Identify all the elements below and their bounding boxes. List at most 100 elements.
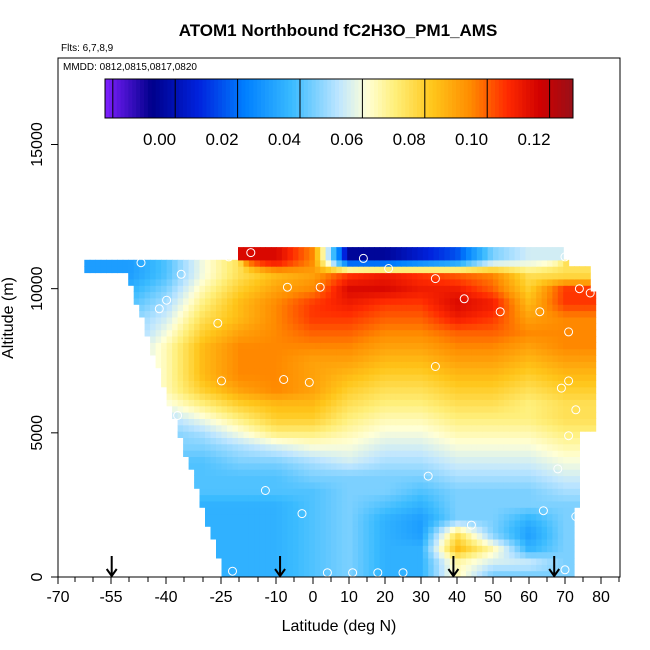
heatmap-cell xyxy=(320,247,327,254)
heatmap-cell xyxy=(525,342,532,350)
heatmap-cell xyxy=(144,259,151,267)
heatmap-cell xyxy=(232,374,239,381)
heatmap-cell xyxy=(395,393,402,400)
heatmap-cell xyxy=(292,558,299,565)
heatmap-cell xyxy=(166,291,173,299)
heatmap-cell xyxy=(358,336,364,343)
heatmap-cell xyxy=(199,285,206,293)
heatmap-cell xyxy=(232,558,239,565)
colorbar-segment xyxy=(498,79,504,118)
heatmap-cell xyxy=(281,336,288,343)
heatmap-cell xyxy=(541,278,548,286)
heatmap-cell xyxy=(183,348,190,356)
colorbar-segment xyxy=(452,79,457,118)
heatmap-cell xyxy=(379,494,386,502)
heatmap-cell xyxy=(298,323,305,331)
heatmap-cell xyxy=(232,386,239,394)
heatmap-cell xyxy=(128,266,135,274)
heatmap-cell xyxy=(216,316,223,324)
heatmap-cell xyxy=(270,399,277,407)
heatmap-cell xyxy=(557,570,564,577)
heatmap-cell xyxy=(352,532,359,540)
heatmap-cell xyxy=(238,374,245,381)
heatmap-cell xyxy=(390,475,397,483)
heatmap-cell xyxy=(139,278,146,286)
heatmap-cell xyxy=(482,507,489,515)
heatmap-cell xyxy=(374,272,381,280)
heatmap-cell xyxy=(530,393,537,400)
heatmap-cell xyxy=(530,380,537,388)
heatmap-cell xyxy=(514,336,521,343)
heatmap-cell xyxy=(476,266,483,274)
heatmap-cell xyxy=(265,399,272,407)
heatmap-cell xyxy=(238,291,245,299)
heatmap-cell xyxy=(232,532,239,540)
heatmap-cell xyxy=(287,469,294,477)
heatmap-cell xyxy=(320,355,327,362)
heatmap-cell xyxy=(412,393,418,400)
heatmap-cell xyxy=(406,329,413,337)
heatmap-cell xyxy=(439,323,445,331)
heatmap-cell xyxy=(221,462,228,470)
heatmap-cell xyxy=(552,538,559,546)
heatmap-cell xyxy=(95,259,102,267)
heatmap-cell xyxy=(194,367,201,375)
heatmap-cell xyxy=(347,316,354,324)
heatmap-cell xyxy=(188,443,195,451)
heatmap-cell xyxy=(482,418,489,426)
heatmap-cell xyxy=(379,564,386,572)
heatmap-cell xyxy=(385,475,391,483)
heatmap-cell xyxy=(216,412,223,419)
heatmap-cell xyxy=(498,361,505,369)
heatmap-cell xyxy=(541,310,548,318)
heatmap-cell xyxy=(422,431,429,438)
heatmap-cell xyxy=(314,469,321,477)
heatmap-cell xyxy=(590,355,597,362)
heatmap-cell xyxy=(210,418,217,426)
heatmap-cell xyxy=(358,304,364,312)
heatmap-cell xyxy=(172,297,179,305)
heatmap-cell xyxy=(514,316,521,324)
heatmap-cell xyxy=(281,348,288,356)
heatmap-cell xyxy=(482,361,489,369)
colorbar-segment xyxy=(292,79,297,118)
colorbar-segment xyxy=(245,79,250,118)
heatmap-cell xyxy=(232,564,239,572)
heatmap-cell xyxy=(514,266,521,274)
heatmap-cell xyxy=(133,285,140,293)
heatmap-cell xyxy=(482,386,489,394)
heatmap-cell xyxy=(568,443,575,451)
heatmap-cell xyxy=(166,329,173,337)
heatmap-cell xyxy=(563,513,570,521)
heatmap-cell xyxy=(525,386,532,394)
heatmap-cell xyxy=(401,526,408,534)
heatmap-cell xyxy=(460,437,467,445)
heatmap-cell xyxy=(503,462,510,470)
heatmap-cell xyxy=(199,380,206,388)
heatmap-cell xyxy=(331,336,337,343)
heatmap-cell xyxy=(298,285,305,293)
heatmap-cell xyxy=(177,386,184,394)
heatmap-cell xyxy=(471,278,478,286)
heatmap-cell xyxy=(276,393,283,400)
heatmap-cell xyxy=(205,336,212,343)
heatmap-cell xyxy=(150,291,157,299)
colorbar-segment xyxy=(397,79,402,118)
heatmap-cell xyxy=(199,500,206,508)
heatmap-cell xyxy=(417,450,424,457)
heatmap-cell xyxy=(341,278,348,286)
heatmap-cell xyxy=(568,462,575,470)
heatmap-cell xyxy=(232,488,239,496)
heatmap-cell xyxy=(563,551,570,559)
heatmap-cell xyxy=(439,342,445,350)
heatmap-cell xyxy=(476,462,483,470)
heatmap-cell xyxy=(552,564,559,572)
heatmap-cell xyxy=(216,291,223,299)
heatmap-cell xyxy=(188,323,195,331)
heatmap-cell xyxy=(183,285,190,293)
heatmap-cell xyxy=(444,405,451,413)
heatmap-cell xyxy=(363,329,370,337)
heatmap-cell xyxy=(254,361,261,369)
heatmap-cell xyxy=(281,304,288,312)
heatmap-cell xyxy=(525,424,532,432)
